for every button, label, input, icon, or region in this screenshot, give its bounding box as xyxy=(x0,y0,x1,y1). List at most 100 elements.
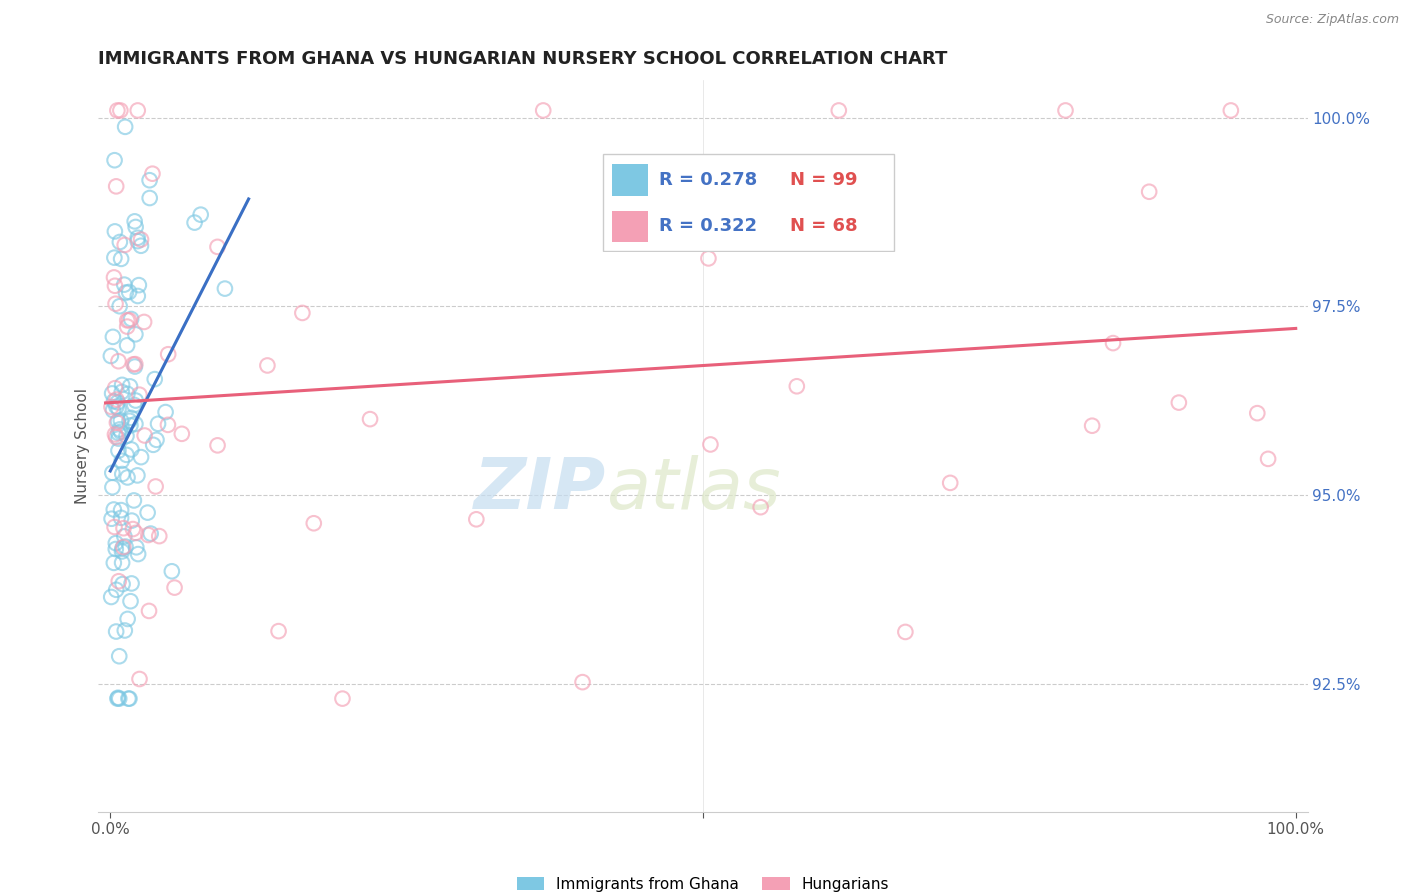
Point xyxy=(1257,451,1279,466)
Point xyxy=(139,526,162,541)
Point xyxy=(267,624,290,639)
Point xyxy=(124,357,146,371)
Point xyxy=(838,162,860,177)
Point xyxy=(138,173,160,187)
Point xyxy=(112,521,135,535)
Point xyxy=(100,590,122,604)
Point xyxy=(531,103,554,118)
Point xyxy=(127,468,149,483)
Point xyxy=(111,467,134,481)
Point xyxy=(103,556,125,570)
Point xyxy=(163,581,186,595)
Point xyxy=(107,354,129,368)
Point xyxy=(145,479,167,493)
Point xyxy=(120,418,142,433)
Point xyxy=(1219,103,1241,118)
Point xyxy=(128,387,150,401)
Point xyxy=(136,506,159,520)
Point xyxy=(101,386,124,401)
Point xyxy=(108,235,131,249)
Point xyxy=(699,437,721,451)
Point xyxy=(103,251,125,265)
Point xyxy=(114,624,136,638)
Point xyxy=(108,422,131,436)
Point xyxy=(105,430,128,444)
Point xyxy=(138,528,160,542)
Point xyxy=(100,349,122,363)
Point xyxy=(101,403,124,417)
Point xyxy=(103,502,125,516)
Point xyxy=(125,541,148,555)
Point xyxy=(104,541,127,556)
Point xyxy=(127,231,149,245)
Point xyxy=(124,214,146,228)
Point xyxy=(104,381,127,395)
Text: ZIP: ZIP xyxy=(474,456,606,524)
Point xyxy=(118,379,141,393)
Point xyxy=(129,233,152,247)
Point xyxy=(571,675,593,690)
Point xyxy=(105,582,128,597)
Point xyxy=(105,103,128,118)
Point xyxy=(121,576,143,591)
Point xyxy=(107,574,129,589)
Point xyxy=(121,514,143,528)
Point xyxy=(207,438,229,452)
Point xyxy=(214,282,236,296)
Point xyxy=(124,219,146,234)
Point xyxy=(1167,395,1189,409)
Point xyxy=(157,347,180,361)
Point xyxy=(183,216,205,230)
Point xyxy=(101,466,124,480)
Point xyxy=(124,417,146,431)
Point xyxy=(1102,336,1125,351)
Bar xyxy=(612,164,648,196)
Point xyxy=(786,379,808,393)
Point xyxy=(145,433,167,447)
Point xyxy=(104,297,127,311)
Point xyxy=(122,398,145,412)
Point xyxy=(125,525,148,540)
Point xyxy=(107,690,129,705)
Point xyxy=(111,544,134,558)
Point xyxy=(108,299,131,313)
Point xyxy=(129,239,152,253)
Point xyxy=(115,313,138,327)
Point xyxy=(105,400,128,414)
Point xyxy=(105,624,128,639)
Point xyxy=(697,252,720,266)
Point xyxy=(115,285,138,300)
Point xyxy=(111,377,134,392)
Point xyxy=(117,387,139,401)
Point xyxy=(359,412,381,426)
Point xyxy=(127,289,149,303)
Point xyxy=(100,512,122,526)
Point xyxy=(103,153,125,168)
Point xyxy=(129,450,152,464)
Point xyxy=(332,691,354,706)
Point xyxy=(143,372,166,386)
Point xyxy=(138,604,160,618)
Point xyxy=(100,400,122,414)
Point xyxy=(127,103,149,118)
Point xyxy=(105,179,128,194)
Point xyxy=(111,454,134,468)
Point xyxy=(110,413,132,427)
Point xyxy=(155,405,177,419)
Point xyxy=(207,240,229,254)
Point xyxy=(302,516,325,531)
Point xyxy=(111,541,134,556)
Point xyxy=(114,120,136,134)
Point xyxy=(749,500,772,515)
Point xyxy=(117,470,139,484)
Point xyxy=(105,416,128,430)
Point xyxy=(122,357,145,371)
Point xyxy=(118,313,141,327)
Point xyxy=(103,394,125,409)
Point xyxy=(120,410,142,425)
Point xyxy=(894,624,917,639)
Point xyxy=(110,252,132,266)
Point xyxy=(108,691,131,706)
Point xyxy=(107,691,129,706)
Point xyxy=(465,512,488,526)
